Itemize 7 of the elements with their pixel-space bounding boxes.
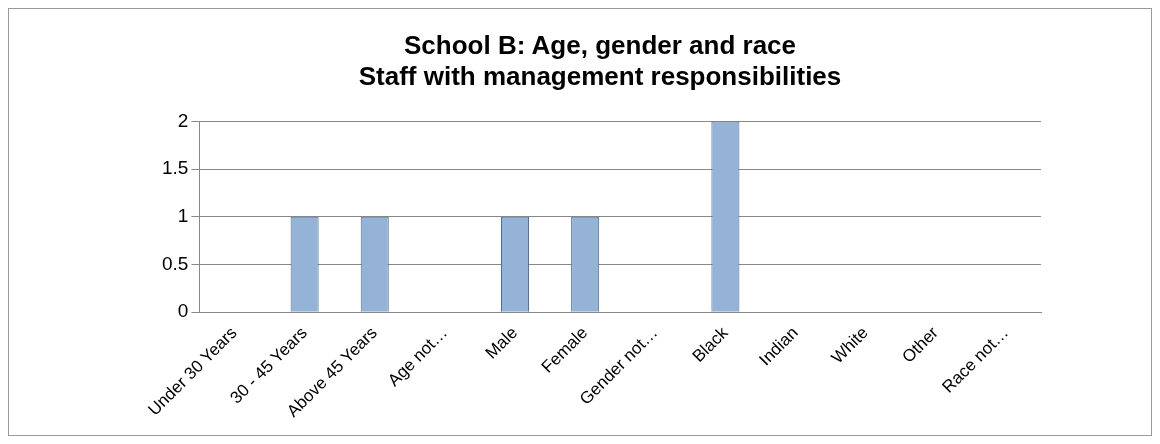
x-tick-label: Age not… bbox=[384, 323, 452, 390]
y-tick-label: 0 bbox=[177, 300, 189, 322]
y-tick-label: 1.5 bbox=[161, 157, 189, 179]
y-tick-label: 2 bbox=[177, 109, 189, 131]
y-tick-label: 1 bbox=[177, 205, 189, 227]
y-tick-label: 0.5 bbox=[161, 252, 189, 274]
chart-title: School B: Age, gender and race Staff with management responsibilities bbox=[358, 29, 842, 91]
